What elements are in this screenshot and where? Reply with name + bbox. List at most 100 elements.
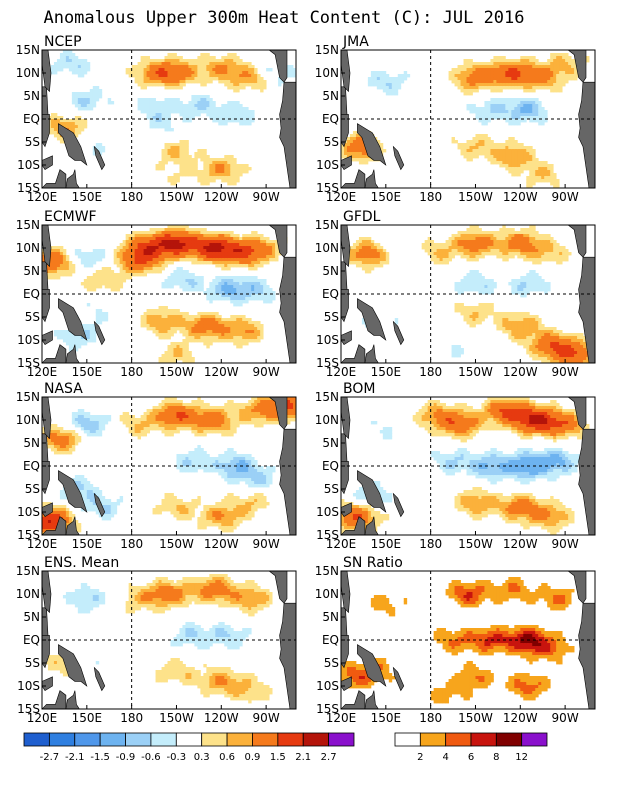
colorbar-bin — [470, 732, 497, 747]
y-tick-label: 10S — [17, 158, 40, 172]
x-tick-label: 180 — [120, 365, 143, 379]
x-tick-label: 150E — [371, 711, 402, 725]
y-tick-label: 15N — [16, 564, 40, 578]
y-tick-label: 5N — [23, 436, 40, 450]
x-tick-label: 180 — [419, 537, 442, 551]
heat-content-field — [341, 397, 595, 535]
x-tick-label: 120W — [503, 711, 538, 725]
y-tick-label: 5S — [25, 310, 40, 324]
heat-content-field — [42, 397, 296, 535]
colorbar-label: -0.9 — [116, 752, 136, 763]
y-tick-label: 10S — [17, 679, 40, 693]
y-tick-label: 10N — [315, 241, 339, 255]
x-tick-label: 120E — [27, 190, 58, 204]
heat-content-field — [341, 571, 595, 709]
y-tick-label: 10S — [17, 505, 40, 519]
panel-label: ENS. Mean — [44, 555, 119, 571]
colorbar-bin — [521, 732, 548, 747]
x-tick-label: 120W — [503, 365, 538, 379]
colorbar-label: -1.5 — [90, 752, 110, 763]
heat-content-field — [42, 571, 296, 709]
land-mask — [341, 50, 595, 188]
panel-label: JMA — [342, 34, 369, 50]
colorbar-label: 2 — [417, 752, 423, 763]
y-tick-label: 5N — [23, 89, 40, 103]
y-tick-label: 5S — [25, 135, 40, 149]
colorbar-bin — [99, 732, 126, 747]
colorbar-bin — [150, 732, 177, 747]
y-tick-label: EQ — [23, 112, 40, 126]
x-tick-label: 120E — [27, 537, 58, 551]
x-tick-label: 180 — [419, 711, 442, 725]
colorbar-label: 4 — [442, 752, 448, 763]
colorbar-bin — [394, 732, 421, 747]
colorbar-bin — [48, 732, 76, 747]
y-tick-label: 10S — [316, 505, 339, 519]
y-tick-label: 5S — [25, 482, 40, 496]
x-tick-label: 150E — [371, 365, 402, 379]
heat-content-field — [341, 225, 595, 363]
x-tick-label: 150E — [72, 537, 103, 551]
x-tick-label: 150W — [458, 537, 493, 551]
y-tick-label: 10N — [315, 587, 339, 601]
y-tick-label: 10N — [16, 241, 40, 255]
y-tick-label: 5N — [23, 610, 40, 624]
colorbar-label: 6 — [468, 752, 474, 763]
x-tick-label: 180 — [120, 537, 143, 551]
x-tick-label: 120E — [326, 365, 357, 379]
y-tick-label: 15N — [315, 390, 339, 404]
land-mask — [42, 50, 296, 188]
y-tick-label: EQ — [322, 459, 339, 473]
y-tick-label: 10N — [315, 66, 339, 80]
y-tick-label: 15S — [17, 356, 40, 370]
x-tick-label: 90W — [253, 190, 280, 204]
x-tick-label: 90W — [552, 365, 579, 379]
colorbar-bin — [252, 732, 279, 747]
x-tick-label: 150E — [371, 190, 402, 204]
y-tick-label: 10N — [16, 66, 40, 80]
y-tick-label: 5S — [324, 310, 339, 324]
land-mask — [42, 571, 296, 709]
y-tick-label: 5S — [324, 135, 339, 149]
y-tick-label: 5S — [324, 656, 339, 670]
y-tick-label: 15S — [316, 356, 339, 370]
x-tick-label: 150W — [458, 190, 493, 204]
x-tick-label: 90W — [552, 190, 579, 204]
panel-label: ECMWF — [44, 209, 97, 225]
panel-label: BOM — [343, 381, 375, 397]
y-tick-label: 15S — [17, 702, 40, 716]
heat-content-field — [42, 225, 296, 363]
y-tick-label: EQ — [322, 633, 339, 647]
y-tick-label: 15N — [16, 43, 40, 57]
x-tick-label: 120E — [326, 711, 357, 725]
y-tick-label: 10S — [316, 679, 339, 693]
panel-label: NCEP — [44, 34, 82, 50]
x-tick-label: 120E — [326, 190, 357, 204]
y-tick-label: 15S — [17, 181, 40, 195]
y-tick-label: EQ — [322, 112, 339, 126]
x-tick-label: 150E — [72, 365, 103, 379]
colorbar-label: 0.9 — [245, 752, 261, 763]
x-tick-label: 150E — [72, 711, 103, 725]
colorbar-label: -0.3 — [167, 752, 187, 763]
heat-content-field — [42, 50, 296, 188]
x-tick-label: 120E — [326, 537, 357, 551]
colorbar-bin — [23, 732, 50, 747]
land-mask — [341, 225, 595, 363]
colorbar-bin — [175, 732, 203, 747]
colorbar-label: -2.7 — [40, 752, 60, 763]
panel-label: GFDL — [343, 209, 381, 225]
colorbar-bin — [277, 732, 304, 747]
y-tick-label: 5N — [322, 610, 339, 624]
x-tick-label: 150E — [72, 190, 103, 204]
land-mask — [341, 571, 595, 709]
colorbar-label: 2.1 — [295, 752, 311, 763]
y-tick-label: 5N — [322, 264, 339, 278]
x-tick-label: 120W — [204, 365, 239, 379]
panel-label: NASA — [44, 381, 83, 397]
